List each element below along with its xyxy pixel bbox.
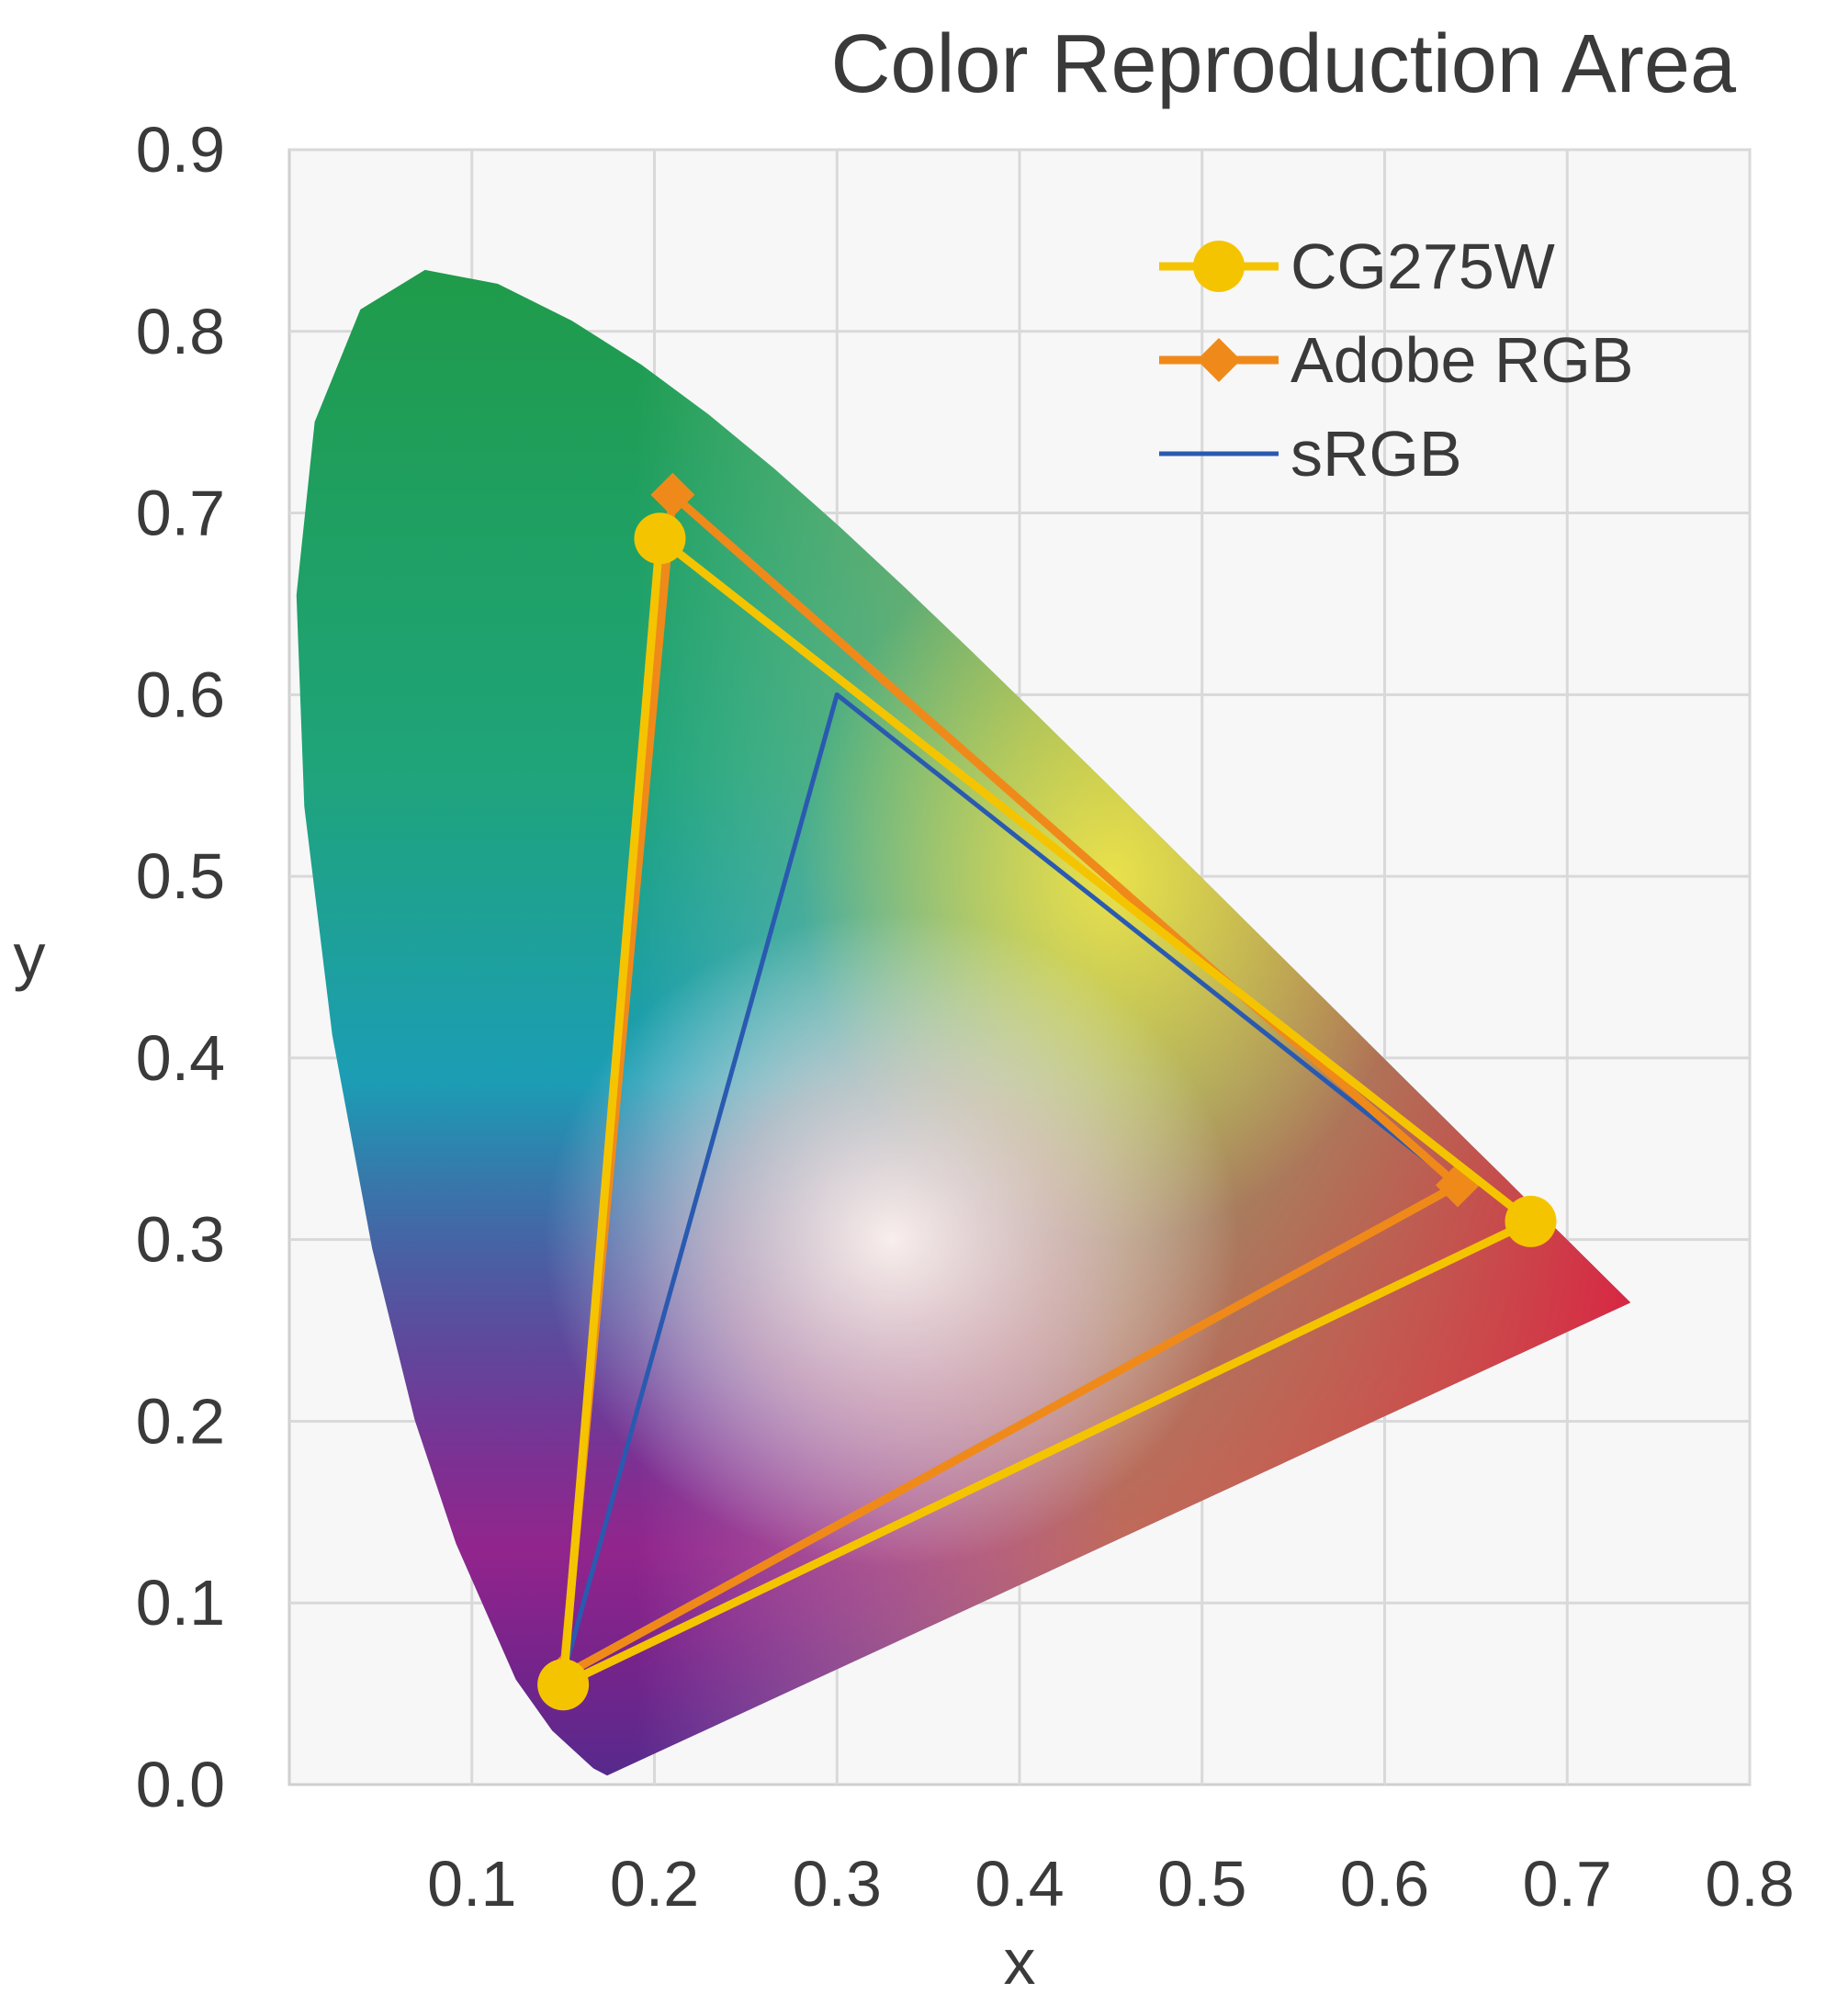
y-tick-label: 0.2 (136, 1385, 225, 1457)
y-tick-label: 0.7 (136, 478, 225, 549)
data-point-adobe-rgb (650, 472, 695, 517)
x-tick-label: 0.1 (427, 1848, 516, 1920)
data-point-cg275w (634, 512, 686, 565)
series-group (537, 472, 1557, 1711)
legend: CG275W Adobe RGB sRGB (1159, 231, 1634, 490)
legend-label: sRGB (1290, 418, 1462, 490)
y-tick-label: 0.1 (136, 1567, 225, 1639)
y-tick-label: 0.0 (136, 1749, 225, 1820)
legend-marker (1193, 241, 1245, 292)
y-tick-label: 0.8 (136, 296, 225, 367)
data-point-cg275w (1505, 1195, 1557, 1247)
x-tick-label: 0.7 (1523, 1848, 1612, 1920)
x-tick-label: 0.3 (793, 1848, 882, 1920)
y-tick-label: 0.4 (136, 1022, 225, 1094)
y-tick-label: 0.6 (136, 659, 225, 730)
legend-item-srgb: sRGB (1159, 418, 1462, 490)
x-tick-label: 0.5 (1157, 1848, 1246, 1920)
gamut-triangle-cg275w (558, 534, 1535, 1689)
legend-marker (1197, 338, 1241, 382)
x-tick-label: 0.4 (975, 1848, 1064, 1920)
y-tick-label: 0.9 (136, 114, 225, 186)
axes: 0.1 0.2 0.3 0.4 0.5 0.6 0.7 0.8 0.0 0.1 0.2 0.3 0.4 0… (136, 114, 1795, 1920)
x-tick-label: 0.8 (1705, 1848, 1794, 1920)
y-tick-label: 0.3 (136, 1204, 225, 1276)
x-tick-label: 0.2 (610, 1848, 699, 1920)
x-tick-label: 0.6 (1340, 1848, 1429, 1920)
y-tick-label: 0.5 (136, 840, 225, 912)
y-axis-label: y (14, 920, 46, 992)
legend-item-adobe-rgb: Adobe RGB (1159, 324, 1634, 396)
legend-item-cg275w: CG275W (1159, 231, 1555, 302)
gamut-triangle-adobe-rgb (558, 490, 1462, 1680)
series-cg275w (537, 512, 1557, 1711)
x-axis-label: x (1004, 1926, 1036, 1998)
legend-label: CG275W (1290, 231, 1555, 302)
chart-title: Color Reproduction Area (830, 18, 1737, 110)
data-point-cg275w (537, 1659, 590, 1711)
legend-label: Adobe RGB (1290, 324, 1634, 396)
